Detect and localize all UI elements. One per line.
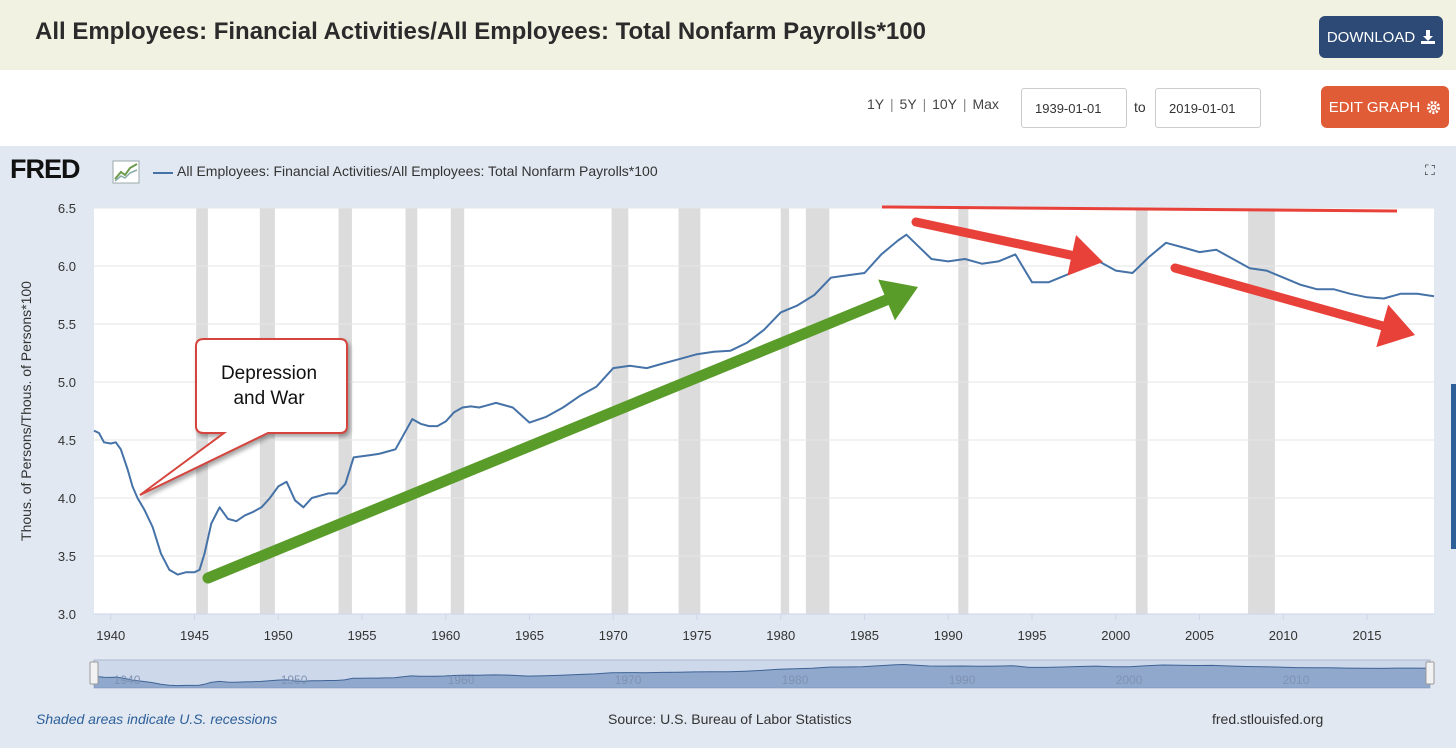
recession-band bbox=[780, 208, 790, 614]
navigator-tick-label: 2000 bbox=[1116, 673, 1143, 687]
fred-chart-icon bbox=[112, 160, 140, 184]
recession-band bbox=[678, 208, 701, 614]
x-tick-label: 2005 bbox=[1185, 628, 1214, 643]
navigator-tick-label: 1970 bbox=[615, 673, 642, 687]
y-tick-label: 5.0 bbox=[58, 375, 76, 390]
range-max-link[interactable]: Max bbox=[972, 96, 999, 112]
red-ceiling-line bbox=[881, 205, 1398, 213]
recession-band bbox=[1248, 208, 1275, 614]
y-tick-label: 3.5 bbox=[58, 549, 76, 564]
x-tick-label: 1995 bbox=[1018, 628, 1047, 643]
x-tick-label: 1965 bbox=[515, 628, 544, 643]
green-trend-arrow-head bbox=[878, 279, 918, 321]
download-button[interactable]: DOWNLOAD bbox=[1319, 16, 1443, 58]
expand-icon[interactable]: ⛶ bbox=[1425, 162, 1435, 178]
range-1y-link[interactable]: 1Y bbox=[867, 96, 885, 112]
navigator-tick-label: 1950 bbox=[281, 673, 308, 687]
navigator-tick-label: 1990 bbox=[949, 673, 976, 687]
page-title: All Employees: Financial Activities/All … bbox=[35, 18, 926, 45]
red-decline-arrow-2 bbox=[1170, 263, 1415, 348]
edit-graph-label: EDIT GRAPH bbox=[1328, 98, 1421, 116]
red-decline-arrow-2-head bbox=[1376, 304, 1415, 348]
depression-war-callout: Depression and War bbox=[220, 363, 318, 409]
x-tick-label: 1960 bbox=[431, 628, 460, 643]
download-icon bbox=[1421, 30, 1436, 44]
red-decline-arrow-2-shaft bbox=[1170, 263, 1387, 331]
navigator-tick-label: 1980 bbox=[782, 673, 809, 687]
red-decline-arrow-1-head bbox=[1067, 234, 1103, 276]
y-tick-label: 6.0 bbox=[58, 259, 76, 274]
red-decline-arrow-1-shaft bbox=[911, 217, 1077, 260]
x-tick-label: 1950 bbox=[264, 628, 293, 643]
x-tick-label: 1940 bbox=[96, 628, 125, 643]
end-date-input[interactable]: 2019-01-01 bbox=[1155, 88, 1261, 128]
fred-logo: FRED bbox=[10, 154, 80, 184]
download-label: DOWNLOAD bbox=[1326, 28, 1416, 46]
y-tick-label: 4.0 bbox=[58, 491, 76, 506]
to-label: to bbox=[1134, 99, 1146, 115]
site-link[interactable]: fred.stlouisfed.org bbox=[1212, 711, 1324, 727]
x-tick-label: 2010 bbox=[1269, 628, 1298, 643]
x-tick-label: 1975 bbox=[683, 628, 712, 643]
x-tick-label: 1980 bbox=[766, 628, 795, 643]
source-text: Source: U.S. Bureau of Labor Statistics bbox=[608, 711, 852, 727]
edit-graph-button[interactable]: EDIT GRAPH bbox=[1321, 86, 1449, 128]
page-scrollbar[interactable] bbox=[1451, 384, 1456, 549]
series-line bbox=[93, 233, 1435, 576]
x-tick-label: 1985 bbox=[850, 628, 879, 643]
range-links: 1Y | 5Y | 10Y | Max bbox=[867, 96, 999, 112]
navigator-handle[interactable] bbox=[1425, 661, 1435, 685]
title-bar: All Employees: Financial Activities/All … bbox=[0, 0, 1456, 70]
callout-bubble bbox=[139, 338, 348, 496]
x-tick-label: 1955 bbox=[348, 628, 377, 643]
navigator-tick-label: 1940 bbox=[114, 673, 141, 687]
legend-series-name: All Employees: Financial Activities/All … bbox=[177, 163, 658, 179]
green-trend-arrow-shaft bbox=[202, 294, 893, 584]
navigator-tick-label: 2010 bbox=[1283, 673, 1310, 687]
x-tick-label: 1970 bbox=[599, 628, 628, 643]
x-tick-label: 2000 bbox=[1101, 628, 1130, 643]
navigator-handle[interactable] bbox=[89, 661, 99, 685]
recession-band bbox=[958, 208, 969, 614]
recession-band bbox=[1135, 208, 1148, 614]
x-tick-label: 2015 bbox=[1353, 628, 1382, 643]
y-axis-title: Thous. of Persons/Thous. of Persons*100 bbox=[18, 281, 34, 541]
red-decline-arrow-1 bbox=[911, 217, 1103, 276]
gear-icon bbox=[1427, 100, 1441, 114]
green-trend-arrow bbox=[202, 279, 918, 584]
range-5y-link[interactable]: 5Y bbox=[899, 96, 917, 112]
navigator-series-area bbox=[94, 664, 1430, 688]
y-tick-label: 5.5 bbox=[58, 317, 76, 332]
start-date-input[interactable]: 1939-01-01 bbox=[1021, 88, 1127, 128]
recession-band bbox=[405, 208, 418, 614]
navigator-tick-label: 1960 bbox=[448, 673, 475, 687]
range-10y-link[interactable]: 10Y bbox=[932, 96, 958, 112]
y-tick-label: 4.5 bbox=[58, 433, 76, 448]
navigator-series-line bbox=[93, 663, 1431, 687]
y-tick-label: 3.0 bbox=[58, 607, 76, 622]
legend-line-swatch bbox=[153, 172, 173, 174]
y-tick-label: 6.5 bbox=[58, 201, 76, 216]
x-tick-label: 1945 bbox=[180, 628, 209, 643]
recession-note: Shaded areas indicate U.S. recessions bbox=[36, 711, 278, 727]
recession-band bbox=[805, 208, 830, 614]
x-tick-label: 1990 bbox=[934, 628, 963, 643]
